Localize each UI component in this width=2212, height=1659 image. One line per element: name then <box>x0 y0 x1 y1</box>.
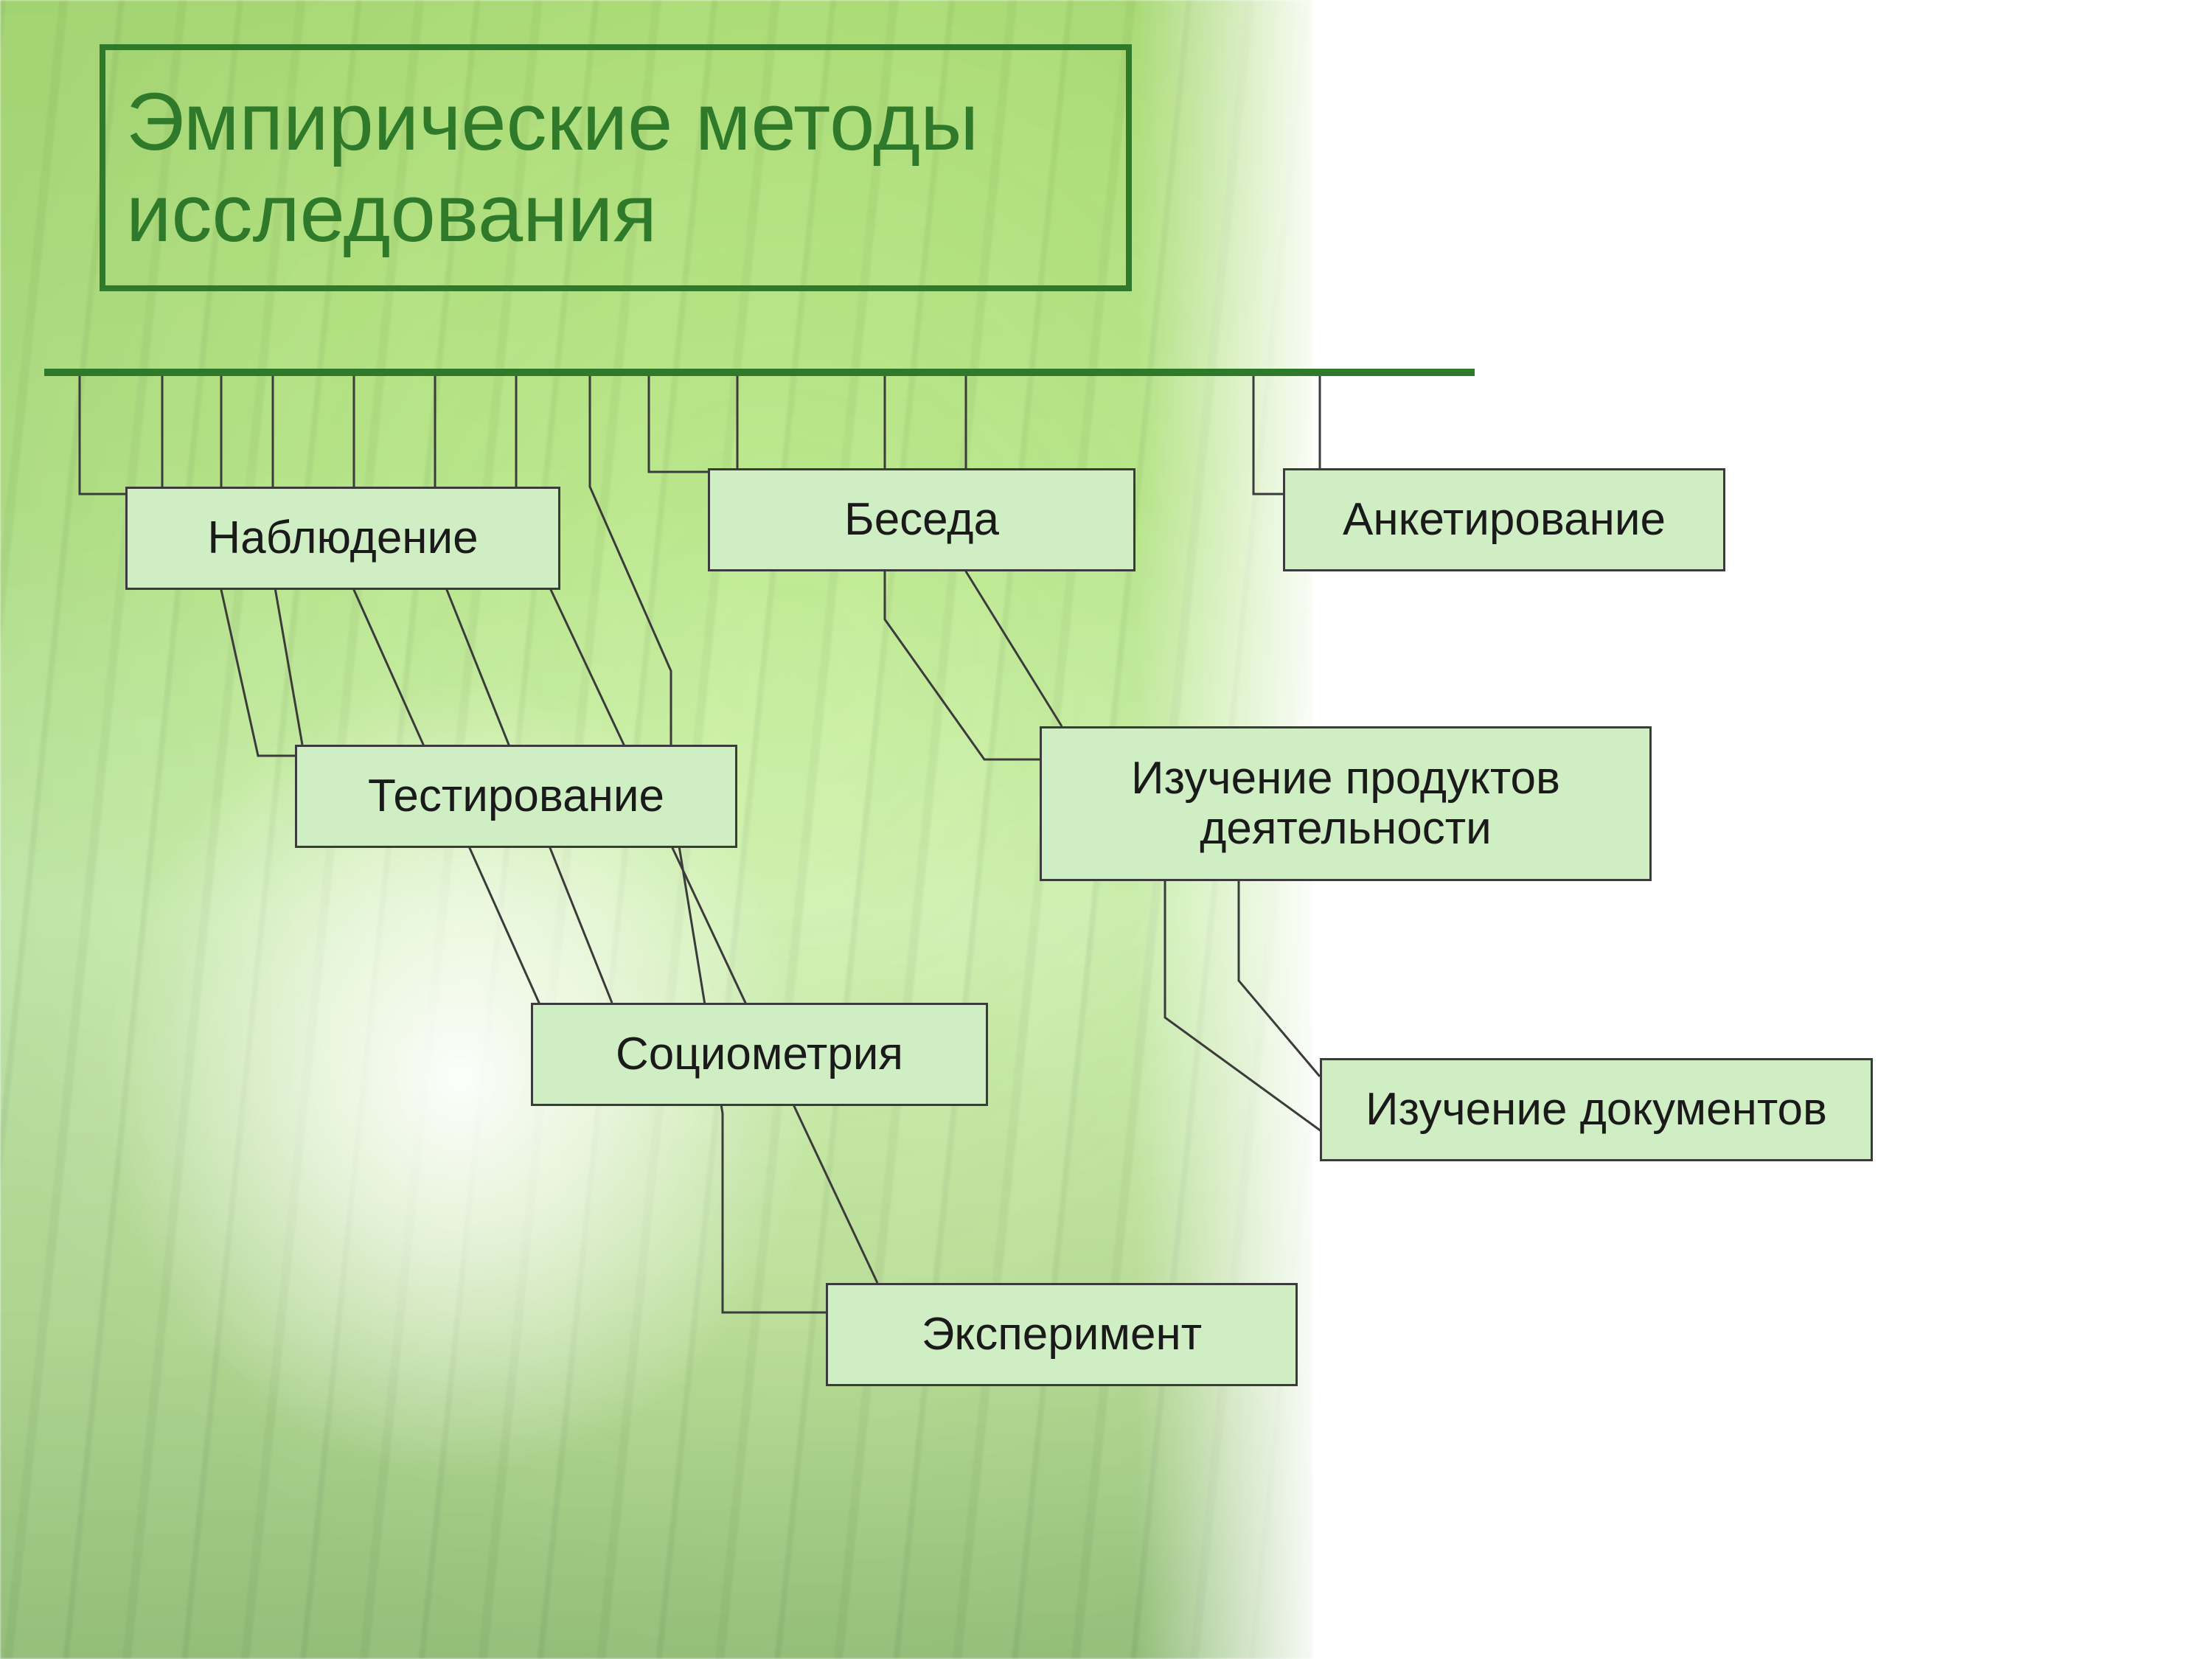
main-horizontal-line <box>44 369 1475 376</box>
node-label: Беседа <box>844 495 999 545</box>
slide: Эмпирические методы исследования Наблюде… <box>0 0 2212 1659</box>
title-box: Эмпирические методы исследования <box>100 44 1132 291</box>
node-label: Изучение документов <box>1366 1085 1827 1135</box>
node-label: Эксперимент <box>922 1310 1202 1360</box>
title-text: Эмпирические методы исследования <box>126 77 1126 258</box>
node-n3: Анкетирование <box>1283 468 1725 571</box>
node-n8: Эксперимент <box>826 1283 1298 1386</box>
node-n1: Наблюдение <box>125 487 560 590</box>
node-label: Социометрия <box>616 1029 903 1079</box>
node-n4: Тестирование <box>295 745 737 848</box>
node-label: Анкетирование <box>1343 495 1666 545</box>
node-label: Наблюдение <box>207 513 478 563</box>
node-n6: Социометрия <box>531 1003 988 1106</box>
node-n7: Изучение документов <box>1320 1058 1873 1161</box>
node-label: Тестирование <box>368 771 664 821</box>
node-n5: Изучение продуктов деятельности <box>1040 726 1652 881</box>
node-label: Изучение продуктов деятельности <box>1051 754 1641 854</box>
node-n2: Беседа <box>708 468 1135 571</box>
